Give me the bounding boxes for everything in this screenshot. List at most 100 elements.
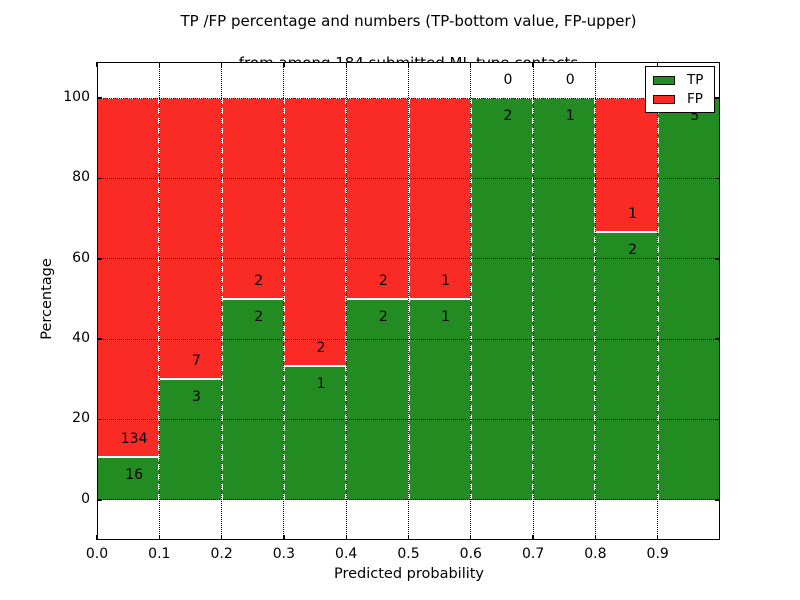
y-tick-label: 20 [72, 410, 90, 427]
fp-bar-segment [595, 98, 658, 233]
stack-boundary-line [221, 298, 284, 300]
y-axis-tick [715, 499, 720, 501]
tp-bar-segment [97, 456, 160, 500]
x-axis-tick [96, 535, 98, 540]
gridline-h [97, 177, 720, 179]
y-axis-tick [97, 177, 102, 180]
tp-count-label: 2 [254, 309, 264, 326]
gridline-v [532, 62, 534, 540]
x-tick-label: 0.8 [584, 546, 607, 562]
y-tick-label: 80 [72, 169, 90, 186]
x-tick-label: 0.4 [335, 546, 358, 562]
gridline-v [470, 62, 472, 540]
legend: TP FP [645, 66, 715, 113]
fp-count-label: 2 [378, 272, 388, 289]
gridline-h [97, 338, 720, 340]
fp-bar-segment [408, 98, 471, 299]
y-axis-label: Percentage [39, 258, 55, 340]
tp-count-label: 5 [690, 108, 700, 125]
x-axis-tick [283, 62, 285, 67]
tp-count-label: 2 [503, 108, 513, 125]
fp-bar-segment [346, 98, 409, 299]
x-axis-tick [345, 535, 347, 540]
tp-bar-segment [346, 298, 409, 500]
y-axis-tick [97, 338, 102, 340]
y-axis-tick [97, 258, 102, 260]
y-axis-tick [97, 499, 102, 501]
gridline-h [97, 97, 720, 99]
gridline-v [345, 62, 347, 540]
x-axis-tick [407, 62, 410, 67]
x-axis-tick [657, 535, 659, 540]
x-axis-tick [407, 535, 410, 540]
tp-count-label: 2 [378, 309, 388, 326]
chart-title-line1: TP /FP percentage and numbers (TP-bottom… [180, 12, 637, 30]
legend-label-tp: TP [687, 71, 704, 88]
y-axis-tick [715, 418, 720, 421]
fp-count-label: 0 [565, 72, 575, 89]
y-axis-tick [715, 97, 720, 99]
fp-count-label: 2 [254, 272, 264, 289]
legend-item-tp: TP [653, 71, 714, 90]
fp-count-label: 0 [503, 72, 513, 89]
stack-boundary-line [159, 378, 222, 381]
tp-bar-segment [408, 298, 471, 500]
x-axis-tick [220, 62, 223, 67]
y-axis-tick [715, 258, 720, 260]
fp-bar-segment [221, 98, 284, 299]
x-axis-tick [220, 535, 223, 540]
tp-count-label: 1 [565, 108, 575, 125]
tp-bar-segment [470, 98, 534, 500]
x-tick-label: 0.7 [521, 546, 545, 562]
stack-boundary-line [408, 298, 471, 300]
fp-count-label: 7 [191, 353, 201, 370]
x-tick-label: 0.0 [85, 546, 109, 562]
fp-count-label: 134 [120, 430, 148, 447]
x-axis-tick [594, 62, 597, 67]
y-axis-tick [97, 97, 102, 99]
x-axis-tick [470, 535, 472, 540]
fp-bar-segment [97, 98, 160, 457]
stack-boundary-line [97, 456, 160, 458]
fp-bar-segment [283, 98, 347, 366]
gridline-v [408, 62, 409, 540]
x-tick-label: 0.5 [397, 546, 420, 562]
x-axis-label: Predicted probability [333, 566, 485, 582]
y-axis-tick [97, 418, 102, 421]
x-tick-label: 0.3 [272, 546, 296, 562]
x-axis-tick [657, 62, 659, 67]
x-axis-tick [345, 62, 347, 67]
legend-swatch-tp [653, 76, 675, 85]
tp-bar-segment [595, 232, 658, 500]
stack-boundary-line [346, 298, 409, 300]
legend-item-fp: FP [653, 90, 714, 109]
gridline-h [97, 418, 720, 420]
tp-bar-segment [283, 365, 347, 500]
y-tick-label: 60 [72, 249, 90, 266]
y-tick-label: 0 [81, 490, 90, 507]
gridline-v [657, 62, 659, 540]
legend-label-fp: FP [687, 90, 703, 107]
gridline-v [594, 62, 596, 540]
tp-bar-segment [657, 98, 720, 500]
x-axis-tick [158, 535, 160, 540]
stack-boundary-line [283, 365, 347, 367]
tp-bar-segment [533, 98, 596, 500]
x-axis-tick [158, 62, 160, 67]
y-tick-label: 100 [63, 89, 90, 106]
y-axis-tick [715, 177, 720, 180]
tp-count-label: 16 [125, 467, 144, 484]
x-axis-tick [283, 535, 285, 540]
plot-area: 13416732221221102011205 [96, 62, 720, 540]
x-axis-tick [470, 62, 472, 67]
tp-bar-segment [159, 379, 222, 500]
gridline-v [221, 62, 223, 540]
tp-bar-segment [221, 298, 284, 500]
x-axis-tick [96, 62, 98, 67]
fp-count-label: 1 [441, 272, 451, 289]
x-axis-tick [532, 535, 534, 540]
gridline-h [97, 258, 720, 260]
tp-count-label: 2 [628, 242, 638, 259]
fp-count-label: 1 [628, 205, 638, 222]
y-axis-tick [715, 338, 720, 340]
